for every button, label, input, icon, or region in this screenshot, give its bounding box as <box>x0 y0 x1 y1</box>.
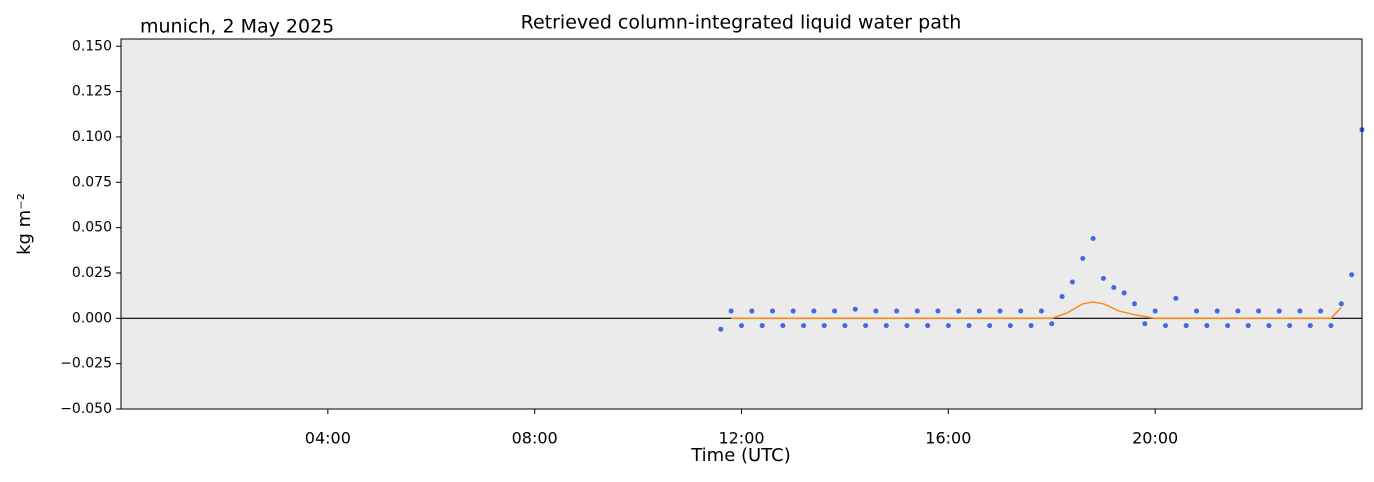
data-point <box>832 308 838 314</box>
data-point <box>1328 323 1334 329</box>
data-point <box>749 308 755 314</box>
y-tick-label: 0.050 <box>72 220 112 236</box>
data-point <box>1287 323 1293 329</box>
data-point <box>1163 323 1169 329</box>
data-point <box>1090 236 1096 242</box>
data-point <box>1111 284 1117 290</box>
data-point <box>718 326 724 332</box>
data-point <box>956 308 962 314</box>
data-point <box>1080 255 1086 261</box>
y-tick-label: 0.125 <box>72 84 112 100</box>
data-point <box>790 308 796 314</box>
data-point <box>1059 294 1065 300</box>
chart-subtitle: munich, 2 May 2025 <box>140 16 334 38</box>
x-tick-label: 08:00 <box>512 429 558 448</box>
data-point <box>914 308 920 314</box>
y-tick-label: −0.050 <box>60 401 112 417</box>
data-point <box>904 323 910 329</box>
data-point <box>1069 279 1075 285</box>
data-point <box>976 308 982 314</box>
y-tick-label: 0.150 <box>72 38 112 54</box>
data-point <box>1338 301 1344 307</box>
data-point <box>1018 308 1024 314</box>
data-point <box>821 323 827 329</box>
data-point <box>987 323 993 329</box>
x-axis-label: Time (UTC) <box>690 445 791 466</box>
data-point <box>842 323 848 329</box>
x-tick-label: 20:00 <box>1132 429 1178 448</box>
data-point <box>935 308 941 314</box>
x-tick-label: 12:00 <box>718 429 764 448</box>
data-point <box>1297 308 1303 314</box>
data-point <box>1131 301 1137 307</box>
y-axis-label: kg m⁻² <box>14 193 35 255</box>
data-point <box>1225 323 1231 329</box>
data-point <box>894 308 900 314</box>
y-tick-label: −0.025 <box>60 356 112 372</box>
y-tick-label: 0.000 <box>72 310 112 326</box>
data-point <box>728 308 734 314</box>
data-point <box>925 323 931 329</box>
data-point <box>811 308 817 314</box>
data-point <box>1194 308 1200 314</box>
x-tick-label: 04:00 <box>305 429 351 448</box>
x-tick-label: 16:00 <box>925 429 971 448</box>
data-point <box>801 323 807 329</box>
chart-title: Retrieved column-integrated liquid water… <box>521 12 962 34</box>
data-point <box>739 323 744 329</box>
data-point <box>1245 323 1251 329</box>
data-point <box>1318 308 1324 314</box>
data-point <box>1007 323 1013 329</box>
data-point <box>883 323 889 329</box>
data-point <box>1028 323 1034 329</box>
data-point <box>1152 308 1158 314</box>
y-tick-label: 0.075 <box>72 174 112 190</box>
data-point <box>780 323 786 329</box>
data-point <box>1183 323 1189 329</box>
data-point <box>1276 308 1282 314</box>
y-tick-label: 0.100 <box>72 129 112 145</box>
data-point <box>770 308 776 314</box>
data-point <box>997 308 1003 314</box>
data-point <box>1142 321 1148 327</box>
data-point <box>873 308 879 314</box>
data-point <box>1235 308 1241 314</box>
y-tick-label: 0.025 <box>72 265 112 281</box>
plot-frame <box>120 38 1363 410</box>
data-point <box>1173 295 1179 301</box>
data-point <box>863 323 869 329</box>
data-point <box>1049 321 1055 327</box>
data-point <box>1121 290 1127 296</box>
data-point <box>1100 275 1106 281</box>
data-point <box>1256 308 1262 314</box>
data-point <box>759 323 765 329</box>
series-line <box>731 301 1342 320</box>
data-point <box>966 323 972 329</box>
data-point <box>852 306 858 312</box>
data-point <box>1038 308 1044 314</box>
data-point <box>1349 272 1355 278</box>
data-point <box>945 323 951 329</box>
data-point <box>1204 323 1210 329</box>
data-point <box>1214 308 1220 314</box>
data-point <box>1307 323 1313 329</box>
data-point <box>1266 323 1272 329</box>
plot-area <box>121 39 1362 409</box>
